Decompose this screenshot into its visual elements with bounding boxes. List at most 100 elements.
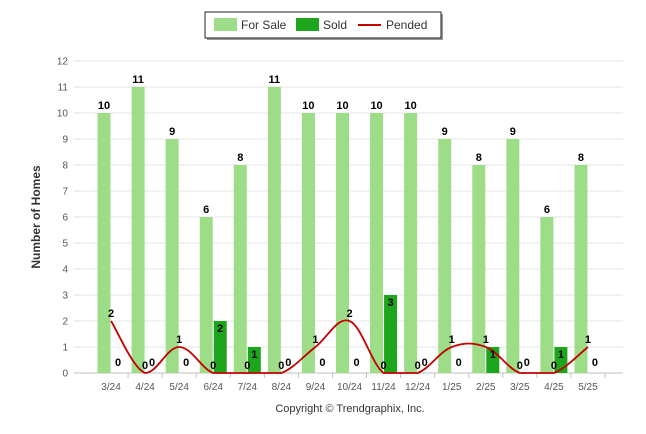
data-label-sold: 0 — [422, 357, 428, 369]
x-tick-label: 4/24 — [135, 382, 155, 393]
bars — [97, 87, 588, 373]
y-tick-label: 7 — [62, 187, 68, 198]
bar-for-sale — [165, 139, 179, 373]
y-tick-label: 10 — [57, 109, 69, 120]
bar-for-sale — [472, 165, 486, 373]
data-label-for-sale: 6 — [203, 204, 209, 216]
legend: For Sale Sold Pended — [204, 11, 443, 40]
pended-line — [110, 319, 589, 374]
data-label-pended: 2 — [108, 308, 114, 320]
data-label-pended: 0 — [551, 360, 557, 372]
y-tick-label: 0 — [62, 369, 68, 380]
data-label-sold: 0 — [592, 357, 598, 369]
data-label-for-sale: 11 — [132, 74, 144, 86]
data-label-sold: 0 — [149, 357, 155, 369]
x-tick-label: 5/25 — [578, 382, 598, 393]
data-label-for-sale: 9 — [442, 126, 448, 138]
data-label-for-sale: 10 — [302, 100, 314, 112]
x-tick-label: 6/24 — [203, 382, 223, 393]
data-label-pended: 0 — [517, 360, 523, 372]
y-tick-label: 8 — [62, 161, 68, 172]
data-label-for-sale: 10 — [370, 100, 382, 112]
data-label-for-sale: 8 — [476, 152, 482, 164]
data-label-sold: 1 — [251, 349, 257, 361]
data-labels: 1002110090162081011001001100210301000901… — [98, 74, 598, 372]
y-axis-title: Number of Homes — [29, 165, 43, 269]
y-tick-label: 1 — [62, 343, 68, 354]
y-tick-label: 9 — [62, 135, 68, 146]
x-tick-label: 7/24 — [238, 382, 258, 393]
data-label-for-sale: 6 — [544, 204, 550, 216]
x-tick-label: 11/24 — [371, 382, 396, 393]
data-label-sold: 0 — [183, 357, 189, 369]
bar-for-sale — [404, 113, 418, 373]
data-label-pended: 1 — [585, 334, 591, 346]
x-tick-label: 10/24 — [337, 382, 362, 393]
data-label-sold: 0 — [115, 357, 121, 369]
bar-for-sale — [199, 217, 213, 373]
data-label-pended: 1 — [312, 334, 318, 346]
data-label-pended: 0 — [142, 360, 148, 372]
x-tick-label: 1/25 — [442, 382, 462, 393]
y-tick-label: 11 — [58, 83, 69, 94]
bar-for-sale — [301, 113, 315, 373]
bar-for-sale — [506, 139, 520, 373]
data-label-pended: 0 — [244, 360, 250, 372]
bar-for-sale — [97, 113, 111, 373]
data-label-sold: 0 — [285, 357, 291, 369]
data-label-for-sale: 10 — [98, 100, 110, 112]
x-tick-label: 9/24 — [306, 382, 326, 393]
x-tick-label: 3/24 — [101, 382, 121, 393]
data-label-sold: 0 — [319, 357, 325, 369]
data-label-sold: 0 — [524, 357, 530, 369]
bar-sold — [247, 347, 261, 373]
data-label-for-sale: 11 — [269, 74, 281, 86]
y-tick-label: 3 — [62, 291, 68, 302]
y-tick-label: 6 — [62, 213, 68, 224]
x-tick-label: 4/25 — [544, 382, 564, 393]
data-label-pended: 0 — [381, 360, 387, 372]
pended-line-path — [110, 319, 589, 374]
y-tick-label: 4 — [62, 265, 68, 276]
data-label-for-sale: 9 — [510, 126, 516, 138]
bar-sold — [213, 321, 227, 373]
data-label-for-sale: 10 — [405, 100, 417, 112]
bar-for-sale — [267, 87, 281, 373]
x-tick-label: 8/24 — [272, 382, 292, 393]
bar-sold — [384, 295, 398, 373]
data-label-sold: 0 — [353, 357, 359, 369]
bar-for-sale — [574, 165, 588, 373]
bar-for-sale — [336, 113, 349, 373]
data-label-pended: 0 — [278, 360, 284, 372]
x-tick-label: 5/24 — [169, 382, 189, 393]
legend-box — [204, 11, 442, 39]
data-label-pended: 2 — [346, 308, 352, 320]
y-tick-label: 12 — [57, 57, 69, 68]
data-label-pended: 0 — [210, 360, 216, 372]
legend-label-for-sale: For Sale — [241, 18, 287, 32]
y-tick-label: 5 — [62, 239, 68, 250]
data-label-pended: 1 — [176, 334, 182, 346]
bar-for-sale — [370, 113, 384, 373]
data-label-for-sale: 9 — [169, 126, 175, 138]
data-label-sold: 2 — [217, 323, 223, 335]
bar-for-sale — [438, 139, 452, 373]
data-label-for-sale: 10 — [336, 100, 348, 112]
legend-label-sold: Sold — [323, 18, 347, 32]
data-label-sold: 0 — [456, 357, 462, 369]
data-label-sold: 3 — [388, 297, 394, 309]
x-tick-label: 3/25 — [510, 382, 530, 393]
copyright-text: Copyright © Trendgraphix, Inc. — [275, 403, 424, 415]
data-label-sold: 1 — [558, 349, 564, 361]
bar-for-sale — [131, 87, 145, 373]
legend-label-pended: Pended — [386, 18, 427, 32]
bar-for-sale — [540, 217, 554, 373]
data-label-sold: 1 — [490, 349, 496, 361]
data-label-pended: 1 — [483, 334, 489, 346]
data-label-pended: 0 — [415, 360, 421, 372]
legend-swatch-sold — [296, 18, 319, 31]
x-tick-label: 12/24 — [405, 382, 430, 393]
legend-swatch-for-sale — [214, 18, 237, 31]
